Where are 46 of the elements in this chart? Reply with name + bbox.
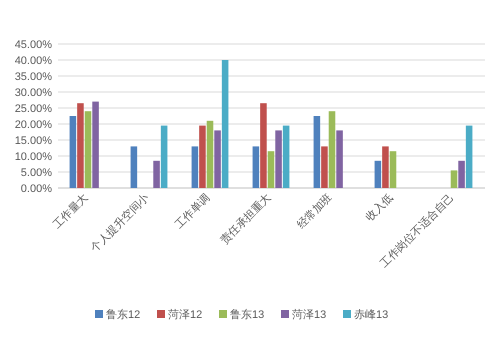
- bar: [199, 126, 206, 188]
- y-tick-label: 10.00%: [14, 151, 52, 163]
- bar: [268, 151, 274, 188]
- y-tick-label: 25.00%: [14, 103, 52, 115]
- bar: [260, 103, 267, 188]
- y-tick-label: 5.00%: [20, 167, 52, 179]
- bar: [153, 160, 160, 188]
- bar: [214, 130, 221, 188]
- bar: [275, 130, 282, 188]
- bar: [328, 111, 336, 188]
- bar: [336, 130, 343, 188]
- bar: [192, 146, 198, 188]
- x-tick-label: 责任承担重大: [218, 190, 274, 247]
- y-tick-label: 40.00%: [14, 55, 52, 67]
- bar: [70, 116, 76, 188]
- legend-label: 菏泽12: [168, 308, 202, 321]
- legend-label: 菏泽13: [292, 308, 326, 321]
- x-tick-label: 工作单调: [172, 190, 213, 232]
- bar: [390, 151, 396, 188]
- x-tick-label: 经常加班: [294, 190, 335, 232]
- y-tick-label: 15.00%: [14, 135, 52, 147]
- bar: [206, 120, 214, 188]
- bar: [84, 111, 92, 188]
- bar: [450, 170, 458, 188]
- bar: [222, 60, 228, 188]
- bar: [77, 103, 84, 188]
- bar: [458, 160, 465, 188]
- y-tick-label: 35.00%: [14, 71, 52, 83]
- x-tick-label: 收入低: [363, 190, 396, 224]
- bar: [382, 146, 389, 188]
- y-tick-label: 30.00%: [14, 87, 52, 99]
- legend-label: 鲁东12: [106, 308, 140, 321]
- y-tick-label: 45.00%: [14, 39, 52, 51]
- legend-label: 鲁东13: [230, 308, 264, 321]
- legend-label: 赤峰13: [354, 308, 388, 321]
- bar: [374, 160, 382, 188]
- y-tick-label: 20.00%: [14, 119, 52, 131]
- bar: [321, 146, 328, 188]
- bar: [282, 126, 290, 188]
- bar: [160, 126, 168, 188]
- bar: [92, 102, 99, 188]
- bar: [130, 146, 138, 188]
- bar: [466, 126, 472, 188]
- bar: [252, 146, 260, 188]
- bar: [314, 116, 320, 188]
- y-tick-label: 0.00%: [20, 183, 52, 195]
